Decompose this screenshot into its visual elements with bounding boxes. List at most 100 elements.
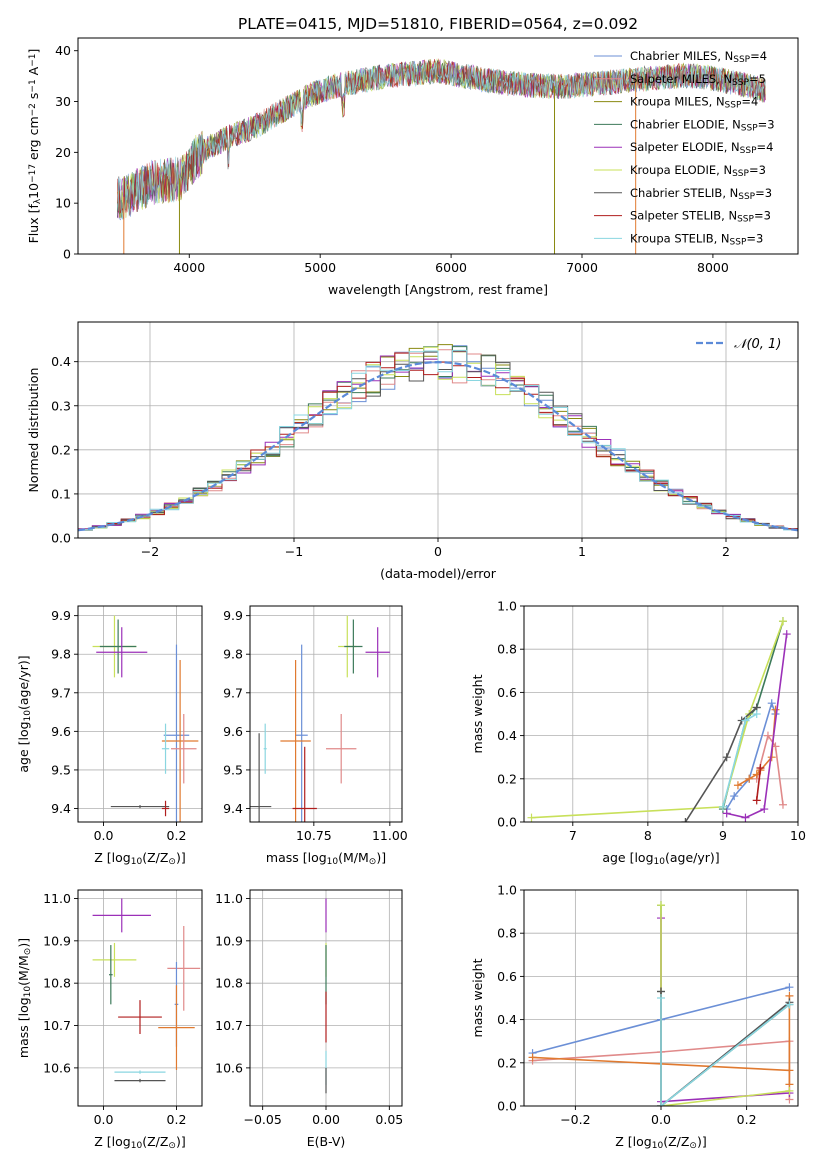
label-part: λ: [33, 198, 43, 204]
label-part: ⊙: [369, 857, 377, 867]
y-tick-label: 20: [55, 145, 71, 160]
errorbar-point: [109, 945, 113, 1005]
x-tick-label: 8: [644, 828, 652, 843]
errorbar-point: [161, 800, 170, 817]
y-tick-label: 10.9: [215, 933, 243, 948]
y-tick-label: 10.7: [43, 1018, 71, 1033]
axes-weight_Z: −0.2 0.0 0.2 0.0 0.2 0.4 0.6 0.8 1.0 Z [log10(Z/Z…: [470, 883, 799, 1151]
weight-marker: [722, 753, 731, 762]
x-tick-label: 7000: [566, 260, 598, 275]
x-tick-label: 0.0: [94, 828, 114, 843]
y-tick-label: 0: [63, 247, 71, 262]
weight-marker: [718, 802, 727, 811]
label-part: −2: [28, 103, 38, 116]
label-part: (age/yr)]: [665, 850, 720, 865]
weight-marker: [785, 1086, 794, 1095]
errorbar-point: [365, 627, 390, 678]
label-part: Z [log: [94, 1134, 130, 1149]
errorbar-point: [99, 619, 137, 674]
axes-age_Z: 0.0 0.29.49.59.69.79.89.9Z [log10(Z/Z⊙)]a…: [16, 605, 203, 867]
label-part: erg cm: [26, 116, 41, 164]
label-part: )]: [376, 850, 386, 865]
y-tick-label: 9.9: [51, 608, 71, 623]
label-part: )]: [176, 850, 186, 865]
legend-entry: 𝒩(0, 1): [734, 337, 781, 352]
x-tick-label: 9: [719, 828, 727, 843]
weight-marker: [771, 705, 780, 714]
label-part: SSP: [733, 55, 750, 65]
label-part: 10: [327, 857, 339, 867]
axes-spectrum: 4000 5000 6000 7000 8000 0 10 20 30 40 wavelength …: [26, 37, 799, 297]
label-part: −1: [28, 79, 38, 92]
label-part: Salpeter ELODIE, N: [630, 140, 740, 154]
weight-marker: [681, 818, 690, 822]
weight-marker: [752, 796, 761, 805]
x-tick-label: 0.2: [167, 828, 187, 843]
errorbar-point: [250, 733, 272, 822]
legend-entry: Kroupa STELIB, NSSP=3: [630, 231, 763, 247]
x-tick-label: −1: [285, 544, 303, 559]
y-tick-label: 1.0: [497, 599, 517, 614]
y-tick-label: 11.0: [43, 891, 71, 906]
normal-curve: [78, 360, 798, 532]
y-tick-label: 9.7: [223, 685, 243, 700]
figure-title: PLATE=0415, MJD=51810, FIBERID=0564, z=0…: [238, 15, 638, 33]
y-tick-label: 10.6: [43, 1060, 71, 1075]
weight-marker: [741, 813, 750, 822]
errorbar-point: [96, 627, 148, 678]
label-part: SSP: [741, 124, 758, 134]
y-tick-label: 0.0: [497, 815, 517, 830]
x-axis-label: age [log10(age/yr)]: [602, 850, 719, 867]
y-axis-label: Flux [fλ10−17 erg cm−2 s−1 A−1]: [26, 49, 43, 244]
label-part: =3: [754, 209, 771, 223]
weight-series: [726, 633, 788, 819]
y-axis-label: age [log10(age/yr)]: [16, 655, 33, 772]
label-part: Kroupa ELODIE, N: [630, 163, 732, 177]
label-part: Chabrier STELIB, N: [630, 186, 738, 200]
axes-mass_EBV: −0.05 0.00 0.05 10.6 10.7 10.8 10.9 11.0 E(B-V): [215, 889, 403, 1149]
label-part: mass [log: [16, 997, 31, 1058]
label-part: =3: [749, 163, 766, 177]
weight-series: [660, 905, 790, 1106]
plot-area: [528, 901, 794, 1106]
weight-series: [684, 706, 758, 822]
label-part: =4: [750, 49, 767, 63]
x-tick-label: 8000: [697, 260, 729, 275]
y-tick-label: 9.5: [223, 762, 243, 777]
label-part: (age/yr)]: [16, 655, 31, 710]
label-part: −17: [28, 164, 38, 183]
errorbar-point: [263, 723, 267, 774]
x-axis-label: Z [log10(Z/Z⊙)]: [615, 1134, 706, 1151]
label-part: 10: [26, 183, 41, 199]
label-part: SSP: [732, 169, 749, 179]
plot-area: [250, 615, 390, 822]
y-tick-label: 0.3: [51, 398, 71, 413]
label-part: (M/M: [16, 955, 31, 986]
plot-area: [78, 344, 798, 538]
errorbar-point: [161, 660, 199, 822]
spectrum-series: [117, 61, 766, 220]
x-axis-label: Z [log10(Z/Z⊙)]: [94, 1134, 185, 1151]
y-tick-label: 10.8: [43, 976, 71, 991]
weight-marker: [782, 630, 791, 639]
legend-entry: Chabrier STELIB, NSSP=3: [630, 186, 772, 202]
errorbar-point: [92, 898, 151, 933]
weight-series: [531, 620, 784, 819]
label-part: Flux [f: [26, 204, 41, 244]
label-part: age [log: [16, 721, 31, 772]
label-part: SSP: [740, 146, 757, 156]
errorbar-point: [110, 805, 170, 809]
errorbar-point: [326, 714, 357, 784]
weight-marker: [733, 781, 742, 790]
label-part: (M/M: [338, 850, 369, 865]
y-tick-label: 10.8: [215, 976, 243, 991]
label-part: E(B-V): [307, 1134, 346, 1149]
x-tick-label: 1: [578, 544, 586, 559]
legend-entry: Salpeter ELODIE, NSSP=4: [630, 140, 773, 156]
y-tick-label: 11.0: [215, 891, 243, 906]
label-part: )]: [176, 1134, 186, 1149]
weight-marker: [741, 716, 750, 725]
y-tick-label: 0.6: [497, 685, 517, 700]
y-tick-label: 0.4: [497, 728, 517, 743]
y-tick-label: 9.5: [51, 762, 71, 777]
